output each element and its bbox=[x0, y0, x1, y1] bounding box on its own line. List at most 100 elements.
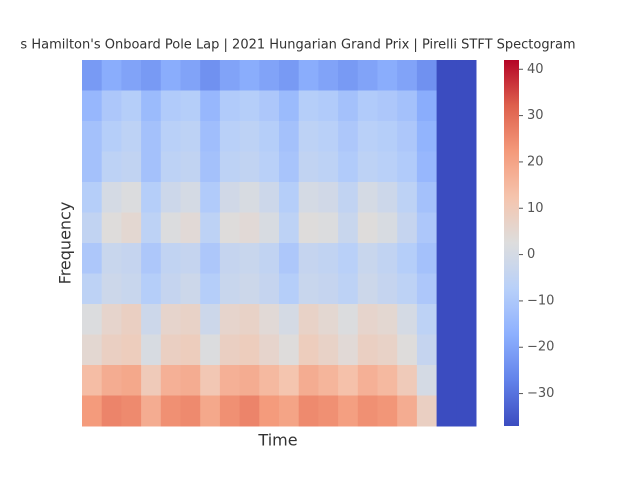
heatmap-cell bbox=[397, 273, 418, 305]
heatmap-cell bbox=[357, 212, 378, 244]
colorbar-tick-label: 0 bbox=[527, 247, 535, 262]
heatmap-cell bbox=[357, 334, 378, 366]
heatmap-cell bbox=[160, 182, 181, 213]
heatmap-cell bbox=[456, 212, 477, 244]
heatmap-cell bbox=[101, 151, 122, 183]
heatmap-cell bbox=[141, 182, 162, 213]
heatmap-cell bbox=[82, 121, 103, 152]
heatmap-cell bbox=[82, 212, 103, 244]
heatmap-cell bbox=[416, 365, 438, 396]
heatmap-cell bbox=[436, 273, 457, 305]
heatmap-cell bbox=[121, 334, 142, 366]
heatmap-cell bbox=[436, 151, 457, 183]
heatmap-cell bbox=[219, 60, 241, 91]
heatmap-cell bbox=[338, 395, 359, 427]
heatmap-cell bbox=[279, 60, 300, 91]
heatmap-cell bbox=[377, 304, 398, 335]
heatmap-cell bbox=[219, 273, 241, 305]
heatmap-cell bbox=[82, 334, 103, 366]
heatmap-cell bbox=[416, 273, 438, 305]
heatmap-cell bbox=[239, 273, 260, 305]
heatmap-cell bbox=[279, 90, 300, 122]
heatmap-cell bbox=[82, 90, 103, 122]
heatmap-cell bbox=[200, 151, 221, 183]
heatmap-cell bbox=[141, 273, 162, 305]
heatmap-cell bbox=[160, 60, 181, 91]
heatmap-cell bbox=[456, 334, 477, 366]
heatmap-cell bbox=[416, 304, 438, 335]
heatmap-cell bbox=[279, 151, 300, 183]
heatmap-cell bbox=[200, 365, 221, 396]
heatmap-cell bbox=[239, 182, 260, 213]
heatmap-cell bbox=[200, 60, 221, 91]
heatmap-cell bbox=[160, 365, 181, 396]
heatmap-cell bbox=[180, 182, 201, 213]
heatmap-cell bbox=[377, 273, 398, 305]
heatmap-cell bbox=[259, 151, 280, 183]
heatmap-cell bbox=[397, 212, 418, 244]
heatmap-cell bbox=[357, 273, 378, 305]
heatmap-cell bbox=[160, 212, 181, 244]
heatmap-cell bbox=[219, 334, 241, 366]
heatmap-cell bbox=[456, 304, 477, 335]
colorbar-tick-label: 40 bbox=[527, 62, 544, 77]
heatmap-cell bbox=[121, 365, 142, 396]
heatmap-cell bbox=[298, 212, 319, 244]
heatmap-cell bbox=[101, 304, 122, 335]
heatmap-cell bbox=[219, 243, 241, 274]
heatmap-cell bbox=[377, 334, 398, 366]
heatmap-cell bbox=[121, 243, 142, 274]
heatmap-cell bbox=[259, 334, 280, 366]
heatmap-cell bbox=[456, 151, 477, 183]
heatmap-cell bbox=[160, 151, 181, 183]
heatmap-cell bbox=[180, 395, 201, 427]
heatmap-cell bbox=[239, 212, 260, 244]
heatmap-cell bbox=[456, 182, 477, 213]
heatmap-cell bbox=[298, 151, 319, 183]
heatmap-cell bbox=[338, 273, 359, 305]
heatmap-cell bbox=[101, 273, 122, 305]
heatmap-cell bbox=[141, 90, 162, 122]
heatmap-cell bbox=[82, 395, 103, 427]
heatmap-cell bbox=[219, 365, 241, 396]
heatmap-cell bbox=[279, 395, 300, 427]
heatmap-cell bbox=[357, 151, 378, 183]
heatmap-cell bbox=[239, 395, 260, 427]
heatmap-cell bbox=[279, 304, 300, 335]
heatmap-cell bbox=[200, 334, 221, 366]
heatmap-cell bbox=[141, 212, 162, 244]
heatmap-cell bbox=[200, 273, 221, 305]
heatmap-cell bbox=[318, 395, 339, 427]
heatmap-cell bbox=[121, 212, 142, 244]
heatmap-cell bbox=[279, 243, 300, 274]
heatmap-cell bbox=[219, 212, 241, 244]
heatmap-cell bbox=[239, 151, 260, 183]
heatmap-cell bbox=[436, 243, 457, 274]
heatmap-cell bbox=[436, 121, 457, 152]
heatmap-cell bbox=[318, 304, 339, 335]
heatmap-cell bbox=[456, 243, 477, 274]
heatmap-cell bbox=[141, 334, 162, 366]
heatmap-cell bbox=[279, 273, 300, 305]
heatmap-cell bbox=[141, 304, 162, 335]
heatmap-cell bbox=[357, 365, 378, 396]
heatmap-cell bbox=[200, 304, 221, 335]
heatmap-cell bbox=[318, 182, 339, 213]
heatmap-cell bbox=[357, 90, 378, 122]
heatmap-cell bbox=[377, 121, 398, 152]
heatmap-cell bbox=[357, 182, 378, 213]
heatmap-cell bbox=[239, 90, 260, 122]
heatmap-cell bbox=[180, 304, 201, 335]
heatmap-cell bbox=[416, 334, 438, 366]
heatmap-cell bbox=[357, 121, 378, 152]
heatmap-cell bbox=[121, 151, 142, 183]
heatmap-cell bbox=[200, 121, 221, 152]
heatmap-cell bbox=[298, 273, 319, 305]
heatmap-cell bbox=[416, 212, 438, 244]
heatmap-cell bbox=[416, 121, 438, 152]
heatmap-cell bbox=[298, 121, 319, 152]
heatmap-cell bbox=[318, 212, 339, 244]
heatmap-cell bbox=[456, 365, 477, 396]
heatmap-cell bbox=[318, 121, 339, 152]
